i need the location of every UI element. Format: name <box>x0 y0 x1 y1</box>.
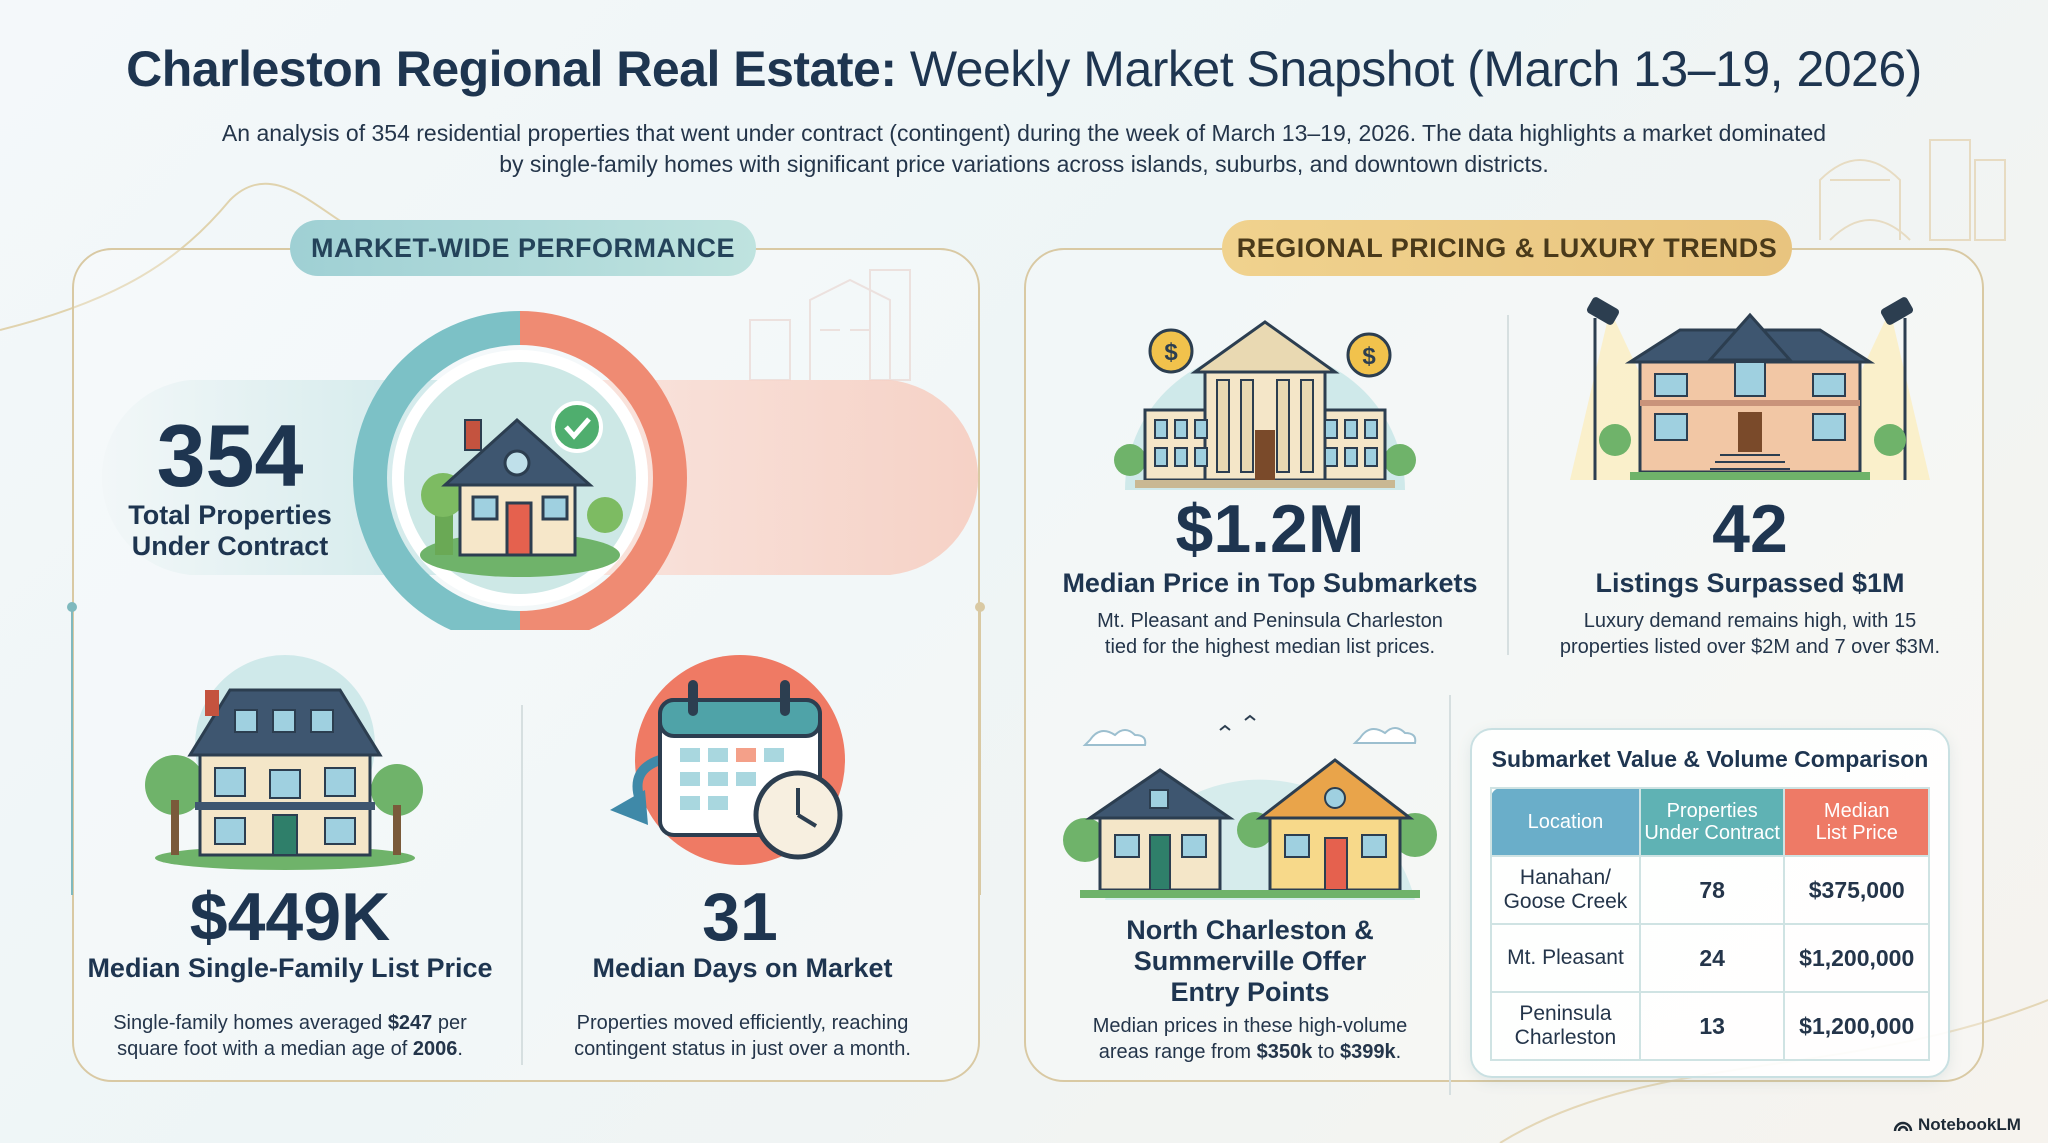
luxury-value: 42 <box>1712 491 1788 567</box>
cell-location-line-1: Hanahan/ <box>1519 866 1611 889</box>
top-median-desc: Mt. Pleasant and Peninsula Charleston ti… <box>1040 608 1500 660</box>
cell-properties: 13 <box>1638 991 1786 1061</box>
entry-label-line-3: Entry Points <box>1170 977 1330 1007</box>
col-header-properties: Properties Under Contract <box>1638 787 1786 857</box>
median-price-desc-1c: per <box>432 1012 467 1034</box>
cell-price: $375,000 <box>1783 855 1930 925</box>
title-rest: Weekly Market Snapshot (March 13–19, 202… <box>909 41 1922 97</box>
luxury-mansion-icon <box>1570 297 1930 480</box>
entry-desc-2e: . <box>1395 1041 1402 1063</box>
col-price-line-2: List Price <box>1815 822 1898 844</box>
table-row: Peninsula Charleston 13 $1,200,000 <box>1490 991 1930 1061</box>
bank-building-icon <box>1114 320 1416 490</box>
total-properties-value: 354 <box>156 406 304 505</box>
regional-section-label: REGIONAL PRICING & LUXURY TRENDS <box>1222 220 1792 276</box>
median-price-desc-line-1: Single-family homes averaged $247 per <box>70 1010 510 1036</box>
col-price-line-1: Median <box>1823 800 1890 822</box>
entry-desc-2c: to <box>1312 1041 1341 1063</box>
entry-points-label: North Charleston & Summerville Offer Ent… <box>1060 915 1440 1008</box>
col-props-line-1: Properties <box>1666 800 1758 822</box>
table-title: Submarket Value & Volume Comparison <box>1491 746 1929 772</box>
cell-location-line-1: Peninsula <box>1519 1002 1612 1025</box>
days-desc-line-2: contingent status in just over a month. <box>574 1038 911 1060</box>
dollar-coin-icon: $ <box>1148 328 1194 374</box>
cell-location: Hanahan/ Goose Creek <box>1490 855 1641 925</box>
subtitle-line-2: by single-family homes with significant … <box>499 151 1549 177</box>
entry-desc-2b: $350k <box>1256 1041 1313 1063</box>
luxury-desc-line-2: properties listed over $2M and 7 over $3… <box>1559 636 1941 658</box>
luxury-desc: Luxury demand remains high, with 15 prop… <box>1520 608 1980 660</box>
median-price-desc-1a: Single-family homes averaged <box>113 1012 388 1034</box>
median-price-desc-2b: 2006 <box>412 1038 458 1060</box>
suburban-houses-icon <box>1063 714 1437 900</box>
col-location-label: Location <box>1527 811 1604 833</box>
notebooklm-watermark: NotebookLM <box>1893 1115 2021 1135</box>
median-price-label: Median Single-Family List Price <box>87 953 493 983</box>
median-price-desc-1b: $247 <box>387 1012 433 1034</box>
table-row: Hanahan/ Goose Creek 78 $375,000 <box>1490 855 1930 925</box>
median-price-desc-2c: . <box>457 1038 463 1060</box>
cell-properties: 78 <box>1638 855 1786 925</box>
brand-label: NotebookLM <box>1918 1115 2021 1134</box>
cell-location-line-1: Mt. Pleasant <box>1507 946 1624 969</box>
days-on-market-label: Median Days on Market <box>592 953 893 983</box>
cell-location-line-2: Charleston <box>1514 1026 1617 1049</box>
median-price-desc-line-2: square foot with a median age of 2006. <box>70 1036 510 1062</box>
left-panel-dividers <box>67 602 985 1065</box>
total-properties-label: Total Properties Under Contract <box>95 500 365 562</box>
svg-text:$: $ <box>1164 339 1178 366</box>
table-row: Mt. Pleasant 24 $1,200,000 <box>1490 923 1930 993</box>
col-header-price: Median List Price <box>1783 787 1930 857</box>
median-price-desc-2a: square foot with a median age of <box>117 1038 413 1060</box>
top-median-desc-line-2: tied for the highest median list prices. <box>1104 636 1436 658</box>
col-header-location: Location <box>1490 787 1641 857</box>
days-on-market-value: 31 <box>702 879 778 955</box>
house-check-icon <box>420 401 623 577</box>
top-median-desc-line-1: Mt. Pleasant and Peninsula Charleston <box>1097 610 1443 632</box>
family-house-icon <box>145 655 423 870</box>
cell-location: Mt. Pleasant <box>1490 923 1641 993</box>
submarket-table-card: Submarket Value & Volume Comparison Loca… <box>1470 728 1950 1078</box>
entry-label-line-2: Summerville Offer <box>1133 946 1367 976</box>
submarket-table: Location Properties Under Contract Media… <box>1490 787 1930 1061</box>
cell-properties: 24 <box>1638 923 1786 993</box>
luxury-label: Listings Surpassed $1M <box>1595 568 1905 598</box>
calendar-clock-icon <box>610 655 845 865</box>
subtitle-line-1: An analysis of 354 residential propertie… <box>221 120 1827 146</box>
days-desc-line-1: Properties moved efficiently, reaching <box>576 1012 909 1034</box>
entry-desc-2a: areas range from <box>1098 1041 1257 1063</box>
entry-desc-line-2: areas range from $350k to $399k. <box>1060 1039 1440 1065</box>
cell-location: Peninsula Charleston <box>1490 991 1641 1061</box>
cell-price: $1,200,000 <box>1783 923 1930 993</box>
col-props-line-2: Under Contract <box>1644 822 1780 844</box>
notebooklm-logo-icon <box>1893 1121 1913 1132</box>
top-median-value: $1.2M <box>1175 491 1365 567</box>
spotlight-icon <box>1586 297 1620 480</box>
spotlight-icon <box>1880 297 1914 480</box>
cell-price: $1,200,000 <box>1783 991 1930 1061</box>
market-wide-section-label: MARKET-WIDE PERFORMANCE <box>290 220 756 276</box>
page-subtitle: An analysis of 354 residential propertie… <box>124 118 1924 180</box>
median-price-value: $449K <box>189 879 391 955</box>
entry-desc-line-1: Median prices in these high-volume <box>1092 1015 1408 1037</box>
days-on-market-desc: Properties moved efficiently, reaching c… <box>540 1010 945 1062</box>
total-label-line-2: Under Contract <box>131 531 329 561</box>
entry-desc-2d: $399k <box>1340 1041 1396 1063</box>
dollar-coin-icon: $ <box>1346 332 1392 378</box>
right-panel-dividers <box>1449 315 1509 1095</box>
median-price-desc: Single-family homes averaged $247 per sq… <box>70 1010 510 1062</box>
total-label-line-1: Total Properties <box>128 500 332 530</box>
svg-text:$: $ <box>1362 343 1376 370</box>
top-median-label: Median Price in Top Submarkets <box>1062 568 1478 598</box>
title-bold: Charleston Regional Real Estate: <box>126 41 897 97</box>
page-title: Charleston Regional Real Estate: Weekly … <box>0 40 2048 98</box>
luxury-desc-line-1: Luxury demand remains high, with 15 <box>1583 610 1917 632</box>
entry-label-line-1: North Charleston & <box>1126 915 1374 945</box>
cell-location-line-2: Goose Creek <box>1503 890 1628 913</box>
entry-points-desc: Median prices in these high-volume areas… <box>1060 1013 1440 1065</box>
